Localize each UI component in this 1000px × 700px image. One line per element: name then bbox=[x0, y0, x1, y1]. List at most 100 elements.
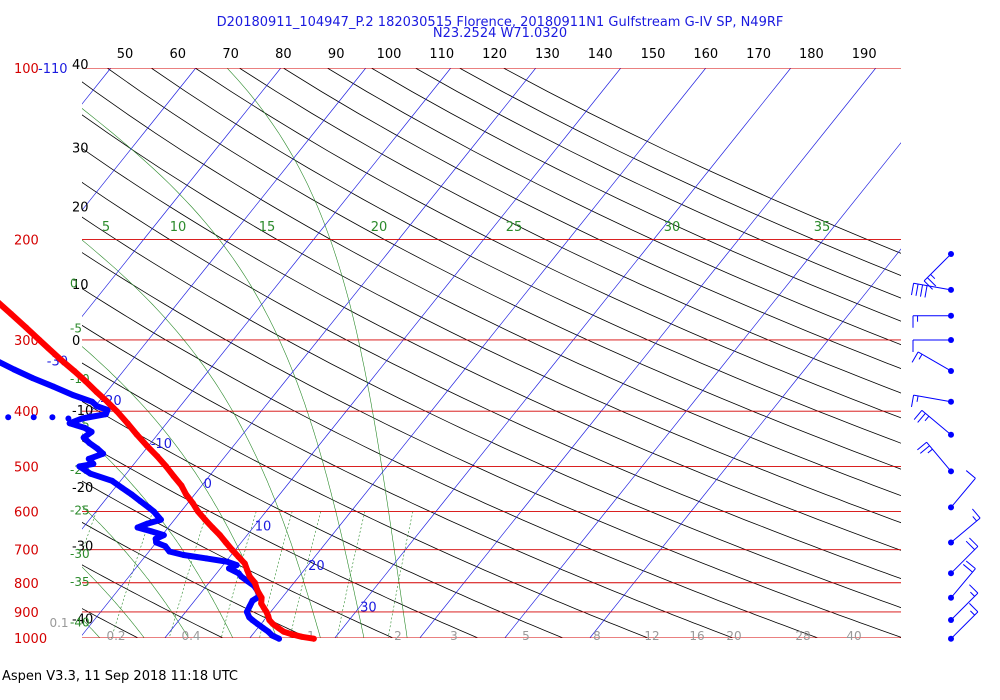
wind-barb-flag bbox=[919, 284, 924, 297]
mixing-ratio-label: 0.2 bbox=[106, 629, 125, 643]
dewpoint-point bbox=[157, 516, 164, 523]
temperature-point bbox=[163, 463, 170, 470]
sounding-data bbox=[0, 300, 317, 642]
dry-adiabat-line bbox=[327, 68, 901, 346]
dewpoint-point bbox=[160, 532, 167, 539]
wind-barb bbox=[948, 537, 979, 577]
mixing-ratio-label: 5 bbox=[522, 629, 530, 643]
moist-adiabat-top-label: 10 bbox=[170, 220, 187, 235]
temperature-point bbox=[8, 310, 14, 317]
dewpoint-point bbox=[203, 555, 210, 562]
isotherm-line bbox=[504, 142, 901, 638]
temperature-point bbox=[235, 553, 242, 560]
wind-barb-flag bbox=[962, 564, 973, 573]
temperature-point bbox=[143, 442, 150, 449]
mixing-ratio-line bbox=[259, 511, 293, 638]
wind-barb-half-flag bbox=[972, 516, 977, 522]
wind-barb-station-dot bbox=[948, 570, 954, 577]
wind-barb bbox=[912, 336, 954, 352]
dewpoint-point bbox=[94, 445, 101, 452]
dewpoint-point bbox=[152, 535, 159, 542]
moist-adiabat-left-label: 0 bbox=[70, 277, 78, 291]
left-scale-label: 20 bbox=[72, 201, 89, 216]
mixing-ratio-line bbox=[289, 511, 321, 638]
wind-barb-half-flag bbox=[916, 395, 919, 402]
temperature-point bbox=[280, 628, 287, 635]
temperature-point bbox=[45, 345, 52, 352]
dry-adiabat-line bbox=[82, 608, 139, 638]
isotherm-line bbox=[419, 68, 877, 638]
mixing-ratio-label: 20 bbox=[726, 629, 741, 643]
dry-adiabat-line bbox=[82, 114, 901, 524]
moist-adiabat-line bbox=[226, 68, 408, 638]
wind-barb-half-flag bbox=[927, 448, 933, 454]
wind-barb-station-dot bbox=[948, 398, 954, 405]
wind-barb-flag bbox=[919, 445, 930, 454]
dewpoint-point bbox=[80, 434, 87, 441]
wind-barb-half-flag bbox=[970, 610, 975, 616]
dewpoint-point bbox=[148, 528, 155, 535]
temperature-point bbox=[254, 587, 261, 594]
dry-adiabat-line bbox=[194, 68, 901, 419]
dry-adiabat-line bbox=[283, 68, 901, 370]
temperature-point bbox=[244, 567, 251, 574]
top-scale-label: 70 bbox=[222, 47, 239, 62]
mixing-ratio-label: 3 bbox=[450, 629, 458, 643]
dewpoint-point bbox=[233, 562, 240, 569]
left-scale-label: 10 bbox=[72, 278, 89, 293]
dry-adiabat-line bbox=[82, 362, 650, 638]
wind-barb-staff bbox=[950, 477, 976, 508]
temperature-point bbox=[124, 420, 131, 427]
temperature-point bbox=[104, 398, 111, 405]
temperature-point bbox=[260, 604, 267, 611]
wind-barb-staff bbox=[950, 568, 976, 599]
isotherm-label: 30 bbox=[360, 600, 377, 615]
dewpoint-point bbox=[265, 628, 272, 635]
temperature-point bbox=[216, 532, 223, 539]
wind-barb-flag bbox=[924, 285, 928, 298]
wind-barb-half-flag bbox=[918, 353, 923, 360]
dewpoint-point bbox=[87, 470, 94, 477]
wind-barb-staff bbox=[950, 517, 981, 543]
temperature-point bbox=[298, 633, 305, 640]
dry-adiabat-line bbox=[82, 564, 224, 638]
temperature-point bbox=[71, 367, 78, 374]
temperature-point bbox=[36, 337, 43, 343]
wind-barb-station-dot bbox=[948, 312, 954, 319]
temperature-point bbox=[183, 491, 190, 498]
mixing-ratio-label: 40 bbox=[846, 629, 861, 643]
wind-barb bbox=[948, 584, 979, 624]
dewpoint-point bbox=[254, 621, 261, 627]
temperature-point bbox=[170, 473, 177, 480]
isotherm-label: -10 bbox=[151, 437, 172, 452]
dewpoint-point bbox=[235, 570, 242, 577]
wind-barb-staff bbox=[913, 282, 952, 291]
dewpoint-point bbox=[276, 635, 282, 642]
temperature-point bbox=[310, 635, 317, 642]
wind-barb bbox=[917, 441, 954, 475]
dry-adiabat-line bbox=[371, 68, 901, 322]
isotherm-line bbox=[82, 68, 537, 636]
pressure-label: 100 bbox=[14, 62, 39, 77]
moist-adiabat-top-label: 25 bbox=[506, 220, 523, 235]
moist-adiabat-top-label: 35 bbox=[814, 220, 831, 235]
wind-barb-flag bbox=[917, 412, 926, 423]
mixing-ratio-label: 0.4 bbox=[181, 629, 200, 643]
isotherm-line bbox=[82, 68, 282, 318]
dewpoint-point bbox=[137, 498, 144, 504]
dry-adiabat-line bbox=[82, 181, 901, 580]
wind-barb bbox=[948, 560, 976, 601]
dewpoint-point bbox=[85, 455, 92, 462]
moist-adiabat-left-label: -40 bbox=[70, 615, 90, 629]
temperature-point bbox=[178, 482, 185, 489]
temperature-point bbox=[246, 573, 253, 580]
chart-title-line1: D20180911_104947_P.2 182030515 Florence,… bbox=[216, 15, 784, 30]
temperature-point bbox=[154, 453, 161, 460]
dewpoint-point bbox=[76, 463, 83, 470]
wind-barb-flag bbox=[965, 560, 976, 570]
dry-adiabat-line bbox=[106, 68, 901, 470]
wind-barb-station-dot bbox=[948, 617, 954, 624]
wind-barb-station-dot bbox=[948, 504, 954, 511]
dewpoint-point bbox=[246, 614, 253, 621]
